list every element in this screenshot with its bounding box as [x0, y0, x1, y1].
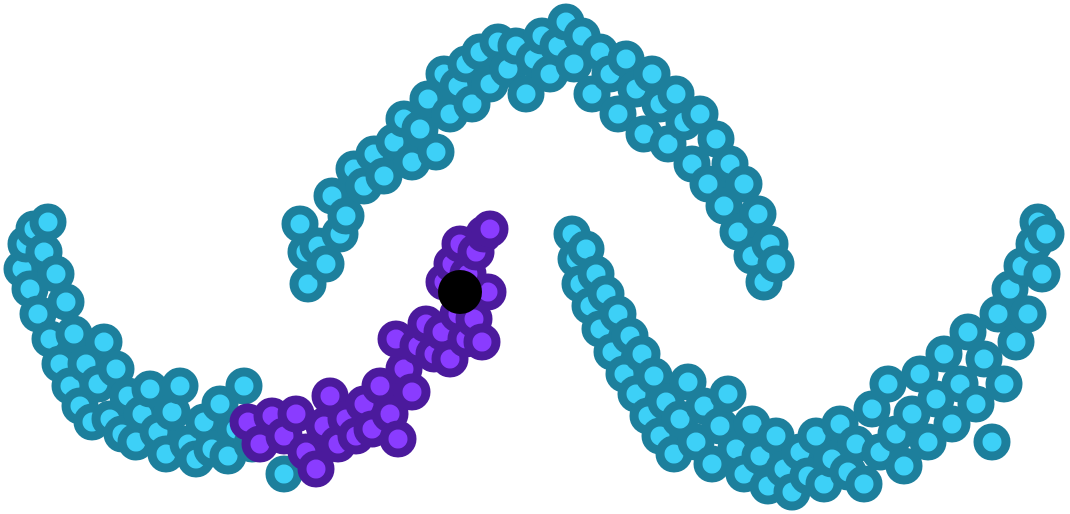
base-point-160 — [985, 365, 1023, 403]
base-point-158 — [973, 423, 1011, 461]
base-point-131 — [757, 417, 795, 455]
base-point-149 — [901, 355, 939, 393]
base-point-125 — [709, 375, 747, 413]
base-point-12 — [55, 315, 93, 353]
base-point-46 — [327, 197, 365, 235]
base-point-10 — [47, 283, 85, 321]
base-point-50 — [365, 157, 403, 195]
base-point-28 — [161, 367, 199, 405]
base-point-150 — [909, 423, 947, 461]
base-point-99 — [757, 245, 795, 283]
highlighted-point-36 — [471, 210, 509, 248]
highlighted-neighbor-points — [229, 210, 509, 488]
highlighted-point-6 — [297, 450, 335, 488]
base-point-56 — [417, 133, 455, 171]
base-point-78 — [599, 95, 637, 133]
base-point-167 — [1023, 255, 1061, 293]
base-point-152 — [925, 335, 963, 373]
base-point-6 — [29, 203, 67, 241]
base-point-79 — [607, 40, 645, 78]
base-point-156 — [957, 385, 995, 423]
base-point-67 — [507, 75, 545, 113]
highlighted-point-16 — [379, 420, 417, 458]
base-point-143 — [853, 390, 891, 428]
base-point-33 — [201, 385, 239, 423]
base-point-36 — [225, 367, 263, 405]
base-point-96 — [739, 195, 777, 233]
base-point-142 — [845, 465, 883, 503]
base-point-43 — [307, 245, 345, 283]
base-point-120 — [669, 363, 707, 401]
query-point-layer — [438, 270, 482, 314]
base-point-155 — [949, 313, 987, 351]
base-point-157 — [965, 340, 1003, 378]
query-point — [438, 270, 482, 314]
base-point-168 — [1027, 215, 1065, 253]
base-cluster-points — [3, 3, 1065, 511]
base-point-164 — [1009, 295, 1047, 333]
highlighted-point-18 — [393, 373, 431, 411]
base-point-88 — [681, 95, 719, 133]
base-point-145 — [869, 365, 907, 403]
base-point-153 — [933, 405, 971, 443]
base-point-94 — [725, 165, 763, 203]
base-point-38 — [265, 455, 303, 493]
base-point-147 — [885, 447, 923, 485]
highlighted-point-28 — [463, 323, 501, 361]
